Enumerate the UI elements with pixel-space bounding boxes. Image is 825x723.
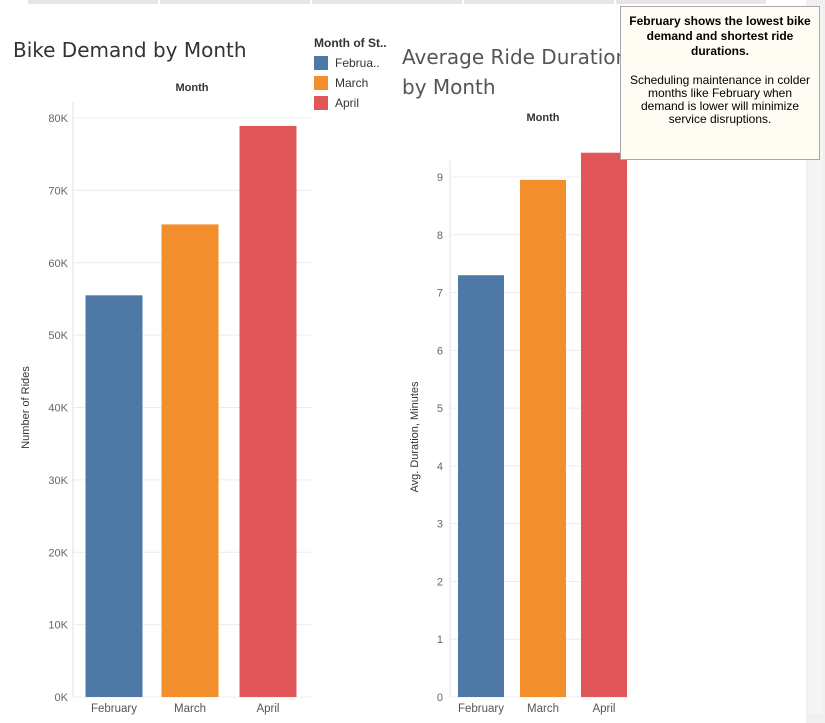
x-category-label: February [91,703,137,715]
legend-item-march[interactable]: March [314,73,387,93]
y-axis-title: Avg. Duration, Minutes [409,381,421,493]
bar-february [85,295,143,697]
legend-item-february[interactable]: Februa.. [314,53,387,73]
legend-title: Month of St.. [314,36,387,50]
bar-march [161,224,219,698]
duration-chart-title: Average Ride Duration by Month [402,45,629,99]
y-tick-label: 2 [437,576,443,588]
y-tick-label: 0K [55,692,69,704]
y-tick-label: 3 [437,519,443,531]
scrollbar-thumb[interactable] [808,6,823,714]
y-tick-label: 70K [48,185,68,197]
callout-headline: February shows the lowest bike demand an… [629,14,811,58]
legend-swatch [314,56,328,70]
legend-swatch [314,96,328,110]
y-tick-label: 60K [48,258,68,270]
x-category-label: February [458,703,504,715]
x-category-label: March [174,703,206,715]
y-tick-label: 5 [437,403,443,415]
column-header: Month [527,112,560,124]
bar-march [520,179,566,697]
y-tick-label: 4 [437,461,443,473]
y-tick-label: 1 [437,634,443,646]
x-category-label: March [527,703,559,715]
y-tick-label: 0 [437,692,443,704]
column-header: Month [176,82,209,94]
y-tick-label: 10K [48,620,68,632]
y-tick-label: 50K [48,330,68,342]
y-axis-title: Number of Rides [20,366,32,449]
top-tab-segment[interactable] [160,0,310,4]
charts-canvas: Month 0K 10K 20K 30K 40K 50K 60K 70K 80K February M… [20,82,628,715]
callout-body: Scheduling maintenance in colder months … [629,73,811,126]
x-category-label: April [592,703,615,715]
y-tick-label: 9 [437,172,443,184]
top-tab-segment[interactable] [28,0,158,4]
bar-february [458,275,504,697]
top-tab-segment[interactable] [312,0,462,4]
legend-label: Februa.. [335,56,380,70]
y-tick-label: 6 [437,345,443,357]
top-tab-segment[interactable] [464,0,614,4]
legend-label: March [335,76,369,90]
bar-april [581,152,627,697]
y-tick-label: 80K [48,113,68,125]
insight-callout: February shows the lowest bike demand an… [620,6,820,160]
y-tick-label: 30K [48,475,68,487]
legend-swatch [314,76,328,90]
legend-label: April [335,96,360,110]
y-tick-label: 40K [48,403,68,415]
y-tick-label: 20K [48,547,68,559]
bar-april [239,125,297,698]
y-tick-label: 8 [437,230,443,242]
color-legend: Month of St.. Februa.. March April [314,36,387,113]
x-category-label: April [256,703,279,715]
y-tick-label: 7 [437,288,443,300]
legend-item-april[interactable]: April [314,93,387,113]
top-tab-segment[interactable] [616,0,766,4]
rides-chart-title: Bike Demand by Month [13,38,247,62]
top-strip [0,0,806,4]
